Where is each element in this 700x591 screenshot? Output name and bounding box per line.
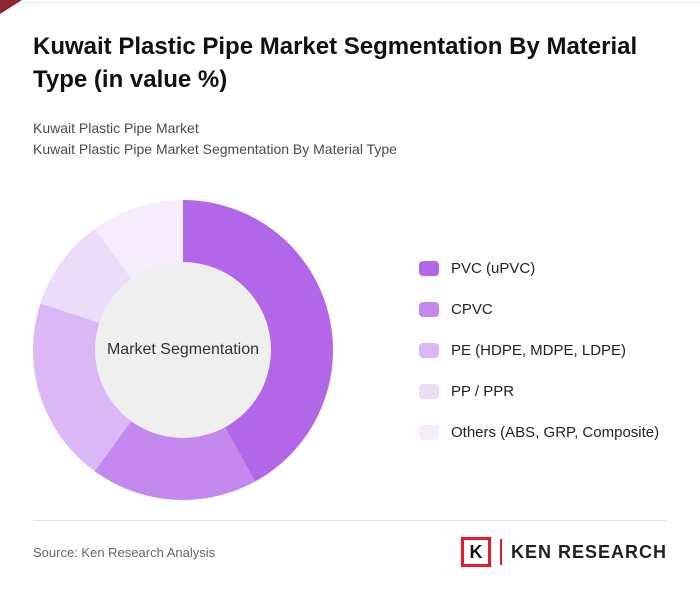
logo-k-letter: K — [469, 542, 483, 562]
logo-k-box: K — [460, 537, 491, 567]
donut-chart: Market Segmentation — [33, 200, 333, 501]
legend-label: PP / PPR — [451, 382, 515, 400]
legend-item: CPVC — [419, 301, 659, 318]
chart-subtitle-1: Kuwait Plastic Pipe Market — [33, 120, 199, 137]
legend-label: Others (ABS, GRP, Composite) — [451, 423, 660, 441]
legend-label: PVC (uPVC) — [451, 259, 536, 277]
legend-swatch — [419, 301, 439, 317]
legend-swatch — [419, 342, 439, 358]
legend-swatch — [419, 260, 439, 276]
legend-swatch — [419, 424, 439, 440]
donut-hole: Market Segmentation — [95, 262, 271, 439]
legend-label: CPVC — [451, 300, 493, 318]
ken-research-logo: K KEN RESEARCH — [460, 537, 667, 567]
legend: PVC (uPVC) CPVC PE (HDPE, MDPE, LDPE) PP… — [419, 260, 659, 441]
source-text: Source: Ken Research Analysis — [33, 544, 216, 560]
chart-area: Market Segmentation PVC (uPVC) CPVC PE (… — [0, 200, 700, 501]
logo-divider — [499, 539, 502, 565]
legend-swatch — [419, 383, 439, 399]
chart-header: Kuwait Plastic Pipe Market Segmentation … — [0, 0, 700, 160]
legend-item: PP / PPR — [419, 383, 659, 400]
page-title: Kuwait Plastic Pipe Market Segmentation … — [33, 33, 638, 94]
top-hairline — [0, 2, 700, 3]
legend-item: PVC (uPVC) — [419, 260, 659, 277]
legend-label: PE (HDPE, MDPE, LDPE) — [451, 341, 627, 359]
logo-wordmark: KEN RESEARCH — [510, 541, 667, 562]
donut-center-label: Market Segmentation — [106, 341, 260, 359]
corner-accent-triangle — [0, 0, 22, 14]
legend-item: Others (ABS, GRP, Composite) — [419, 424, 659, 441]
footer: Source: Ken Research Analysis K KEN RESE… — [33, 520, 667, 567]
legend-item: PE (HDPE, MDPE, LDPE) — [419, 342, 659, 359]
chart-subtitle-2: Kuwait Plastic Pipe Market Segmentation … — [33, 141, 397, 158]
